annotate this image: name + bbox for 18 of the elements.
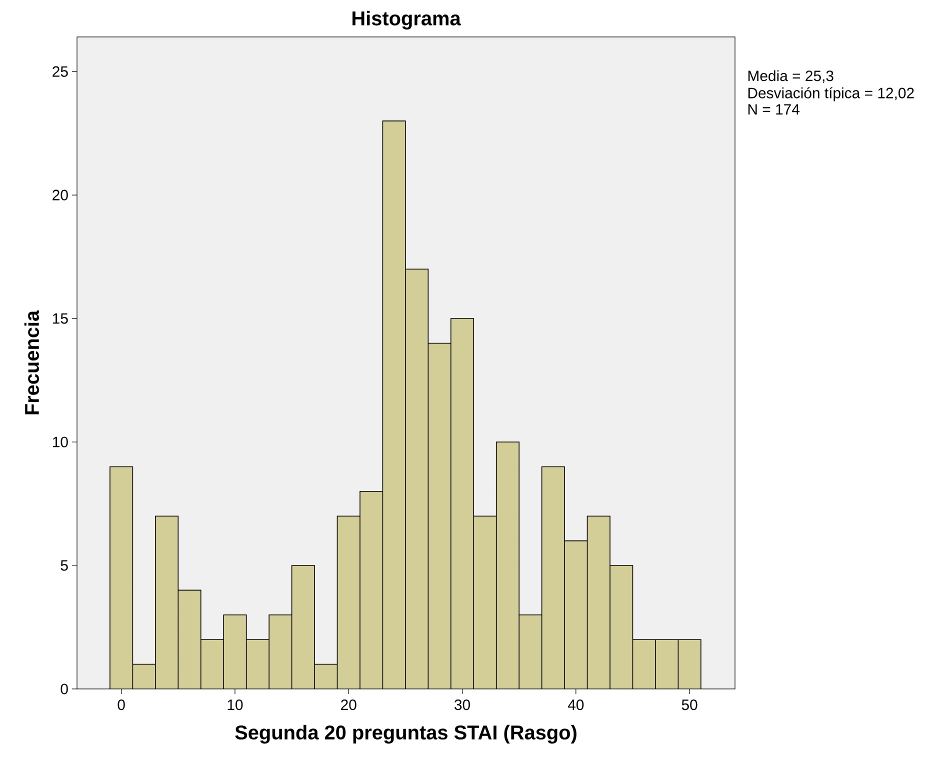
text: Media = 25,3 [748,70,834,83]
y-tick-label: 5 [60,560,68,571]
y-tick-label: 0 [60,684,68,694]
text: Desviación típica = 12,02 [748,87,914,102]
x-tick-label: 0 [118,700,125,710]
x-tick-label: 20 [341,700,356,710]
chart-title: Histograma [352,10,461,30]
y-tick-label: 20 [52,190,68,200]
x-tick-label: 50 [682,700,698,710]
y-tick-label: 15 [53,313,68,324]
x-tick-label: 10 [228,700,243,710]
x-tick-label: 30 [454,700,470,710]
x-axis-title: Segunda 20 preguntas STAI (Rasgo) [235,724,576,744]
y-axis-title: Frecuencia [24,310,40,414]
y-tick-label: 25 [52,66,68,77]
text: N = 174 [748,104,800,114]
x-tick-label: 40 [568,700,584,710]
y-tick-label: 10 [53,436,68,448]
